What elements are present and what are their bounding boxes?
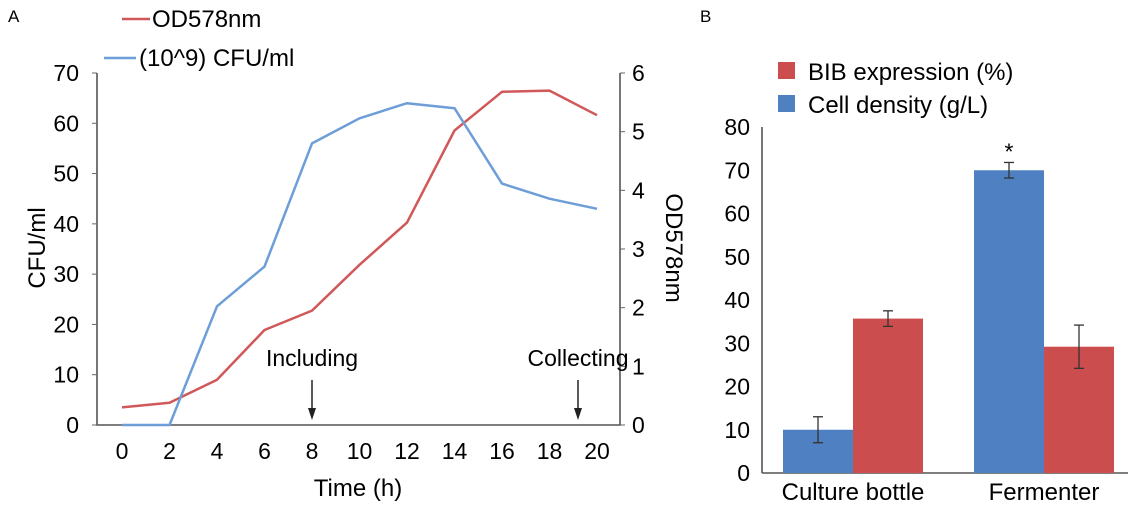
panel-a-axes (96, 73, 621, 426)
bar-bib-expression (853, 318, 923, 473)
x-tick-label: 6 (258, 438, 271, 464)
right-tick-label: 2 (632, 295, 645, 321)
y-tick-label: 60 (724, 201, 750, 227)
y-tick-label: 80 (724, 114, 750, 140)
x-tick-label: 18 (537, 438, 563, 464)
right-tick-label: 0 (632, 412, 645, 438)
category-label: Fermenter (989, 479, 1100, 506)
category-label: Culture bottle (782, 479, 925, 506)
panel-a-ylabel-left: CFU/ml (24, 207, 51, 288)
right-tick-label: 5 (632, 119, 645, 145)
panel-a-x-ticks: 0 2 4 6 8 10 12 14 16 18 20 (116, 438, 610, 464)
y-tick-label: 40 (724, 287, 750, 313)
annotation-arrow-head (574, 408, 582, 420)
x-tick-label: 8 (306, 438, 319, 464)
panel-a-xlabel: Time (h) (314, 475, 402, 502)
panel-b-category-labels: Culture bottle Fermenter (782, 479, 1100, 506)
legend-label-cfu: (10^9) CFU/ml (139, 45, 294, 72)
left-tick-label: 60 (53, 110, 79, 136)
panel-a-right-ticks: 0 1 2 3 4 5 6 (620, 60, 645, 438)
x-tick-label: 14 (442, 438, 468, 464)
annotation-label: Collecting (528, 345, 629, 371)
panel-a-label: A (8, 7, 20, 26)
panel-a-left-ticks: 0 10 20 30 40 50 60 70 (53, 60, 97, 438)
x-tick-label: 16 (489, 438, 515, 464)
y-tick-label: 30 (724, 330, 750, 356)
right-tick-label: 1 (632, 353, 645, 379)
bar-cell-density (974, 170, 1044, 473)
y-tick-label: 10 (724, 417, 750, 443)
right-tick-label: 4 (632, 177, 645, 203)
panel-a-lines (121, 89, 598, 427)
right-tick-label: 3 (632, 236, 645, 262)
x-tick-label: 12 (394, 438, 420, 464)
legend-swatch-cell-density (778, 95, 795, 112)
legend-label-bib: BIB expression (%) (808, 59, 1013, 86)
x-tick-label: 2 (163, 438, 176, 464)
cfu-line (122, 101, 598, 427)
x-tick-label: 20 (584, 438, 610, 464)
left-tick-label: 40 (53, 211, 79, 237)
y-tick-label: 20 (724, 374, 750, 400)
x-tick-label: 4 (211, 438, 224, 464)
legend-swatch-bib (778, 62, 795, 79)
panel-b-y-ticks: 0 10 20 30 40 50 60 70 80 (724, 114, 750, 486)
panel-b-legend: BIB expression (%) Cell density (g/L) (778, 59, 1013, 119)
panel-a-legend: OD578nm (10^9) CFU/ml (104, 6, 294, 72)
y-tick-label: 0 (737, 460, 750, 486)
left-tick-label: 0 (66, 412, 79, 438)
od578-line (121, 89, 598, 409)
x-tick-label: 0 (116, 438, 129, 464)
legend-label-cell-density: Cell density (g/L) (808, 92, 988, 119)
x-tick-label: 10 (347, 438, 373, 464)
left-tick-label: 20 (53, 311, 79, 337)
left-tick-label: 10 (53, 362, 79, 388)
left-tick-label: 70 (53, 60, 79, 86)
panel-b-label: B (700, 7, 711, 26)
left-tick-label: 30 (53, 261, 79, 287)
legend-label-od578: OD578nm (152, 6, 261, 33)
y-tick-label: 70 (724, 157, 750, 183)
significance-marker: * (1005, 138, 1014, 164)
annotation-arrow-head (308, 408, 316, 420)
panel-a-annotations: Including Collecting (266, 345, 629, 420)
panel-b-bars: * (783, 138, 1114, 473)
annotation-label: Including (266, 345, 358, 371)
left-tick-label: 50 (53, 161, 79, 187)
panel-a-ylabel-right: OD578nm (660, 193, 687, 302)
y-tick-label: 50 (724, 244, 750, 270)
right-tick-label: 6 (632, 60, 645, 86)
